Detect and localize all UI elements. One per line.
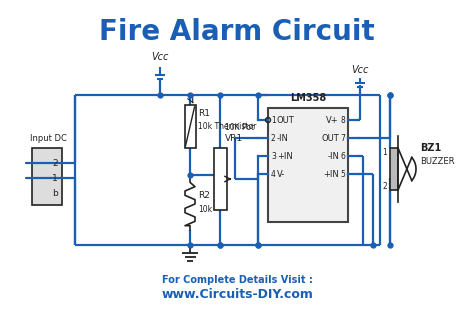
- Text: +IN: +IN: [277, 151, 293, 161]
- Text: OUT: OUT: [321, 133, 339, 142]
- Text: Vcc: Vcc: [151, 52, 169, 62]
- Text: www.Circuits-DIY.com: www.Circuits-DIY.com: [161, 289, 313, 301]
- Bar: [213, 148, 227, 210]
- Text: 2: 2: [382, 181, 387, 190]
- Text: b: b: [52, 188, 58, 197]
- Text: 4: 4: [271, 170, 276, 179]
- Text: 2: 2: [52, 158, 58, 167]
- Text: For Complete Details Visit :: For Complete Details Visit :: [162, 275, 312, 285]
- Text: 1: 1: [52, 173, 58, 182]
- Text: V+: V+: [327, 116, 339, 124]
- Text: 6: 6: [340, 151, 345, 161]
- Text: 5: 5: [340, 170, 345, 179]
- Text: BUZZER: BUZZER: [420, 156, 455, 165]
- Text: Vcc: Vcc: [351, 65, 369, 75]
- Text: VR1: VR1: [225, 133, 243, 142]
- Text: BZ1: BZ1: [420, 143, 441, 153]
- Text: 10k: 10k: [198, 205, 212, 214]
- Text: 1: 1: [271, 116, 276, 124]
- Text: 10k Thermistor: 10k Thermistor: [198, 122, 256, 131]
- Text: 7: 7: [340, 133, 345, 142]
- Text: OUT: OUT: [277, 116, 295, 124]
- Bar: [390, 148, 398, 190]
- Bar: [184, 105, 195, 148]
- Text: 10K Pot: 10K Pot: [225, 123, 254, 132]
- Text: +IN: +IN: [323, 170, 339, 179]
- Text: 3: 3: [271, 151, 276, 161]
- Text: R2: R2: [198, 191, 210, 201]
- Text: R1: R1: [198, 108, 210, 117]
- Text: Fire Alarm Circuit: Fire Alarm Circuit: [99, 18, 375, 46]
- Text: 8: 8: [340, 116, 345, 124]
- Text: -IN: -IN: [277, 133, 289, 142]
- Text: -IN: -IN: [327, 151, 339, 161]
- Bar: [268, 108, 348, 222]
- Text: 1: 1: [382, 148, 387, 156]
- Text: V-: V-: [277, 170, 285, 179]
- Text: 2: 2: [271, 133, 276, 142]
- Text: Input DC: Input DC: [30, 133, 67, 142]
- Text: LM358: LM358: [290, 93, 326, 103]
- Bar: [32, 148, 62, 205]
